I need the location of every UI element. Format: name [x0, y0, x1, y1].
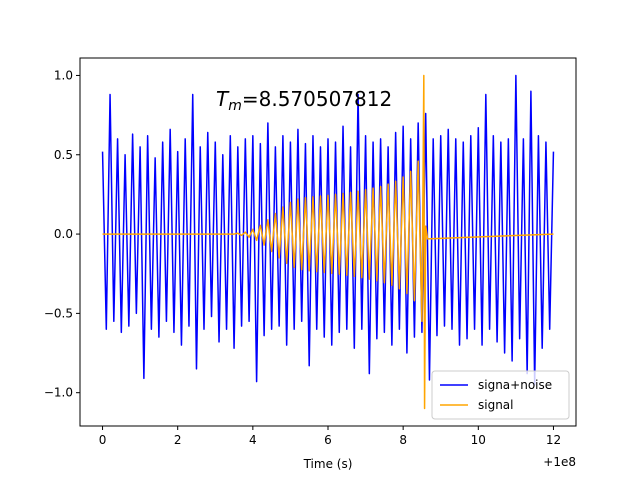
x-tick-label: 6 [324, 433, 332, 447]
legend-box [431, 370, 570, 420]
x-axis-label: Time (s) [303, 457, 353, 471]
y-tick-label: 0.0 [54, 227, 73, 241]
series-line [101, 74, 555, 386]
x-tick-label: 0 [99, 433, 107, 447]
legend-label: signa+noise [478, 378, 552, 392]
x-offset-label: +1e8 [543, 455, 576, 469]
y-tick-label: 0.5 [54, 148, 73, 162]
x-tick-label: 8 [399, 433, 407, 447]
x-tick-label: 4 [249, 433, 257, 447]
x-tick-label: 12 [546, 433, 561, 447]
plot-area [101, 74, 555, 410]
y-tick-label: −1.0 [44, 386, 73, 400]
annotation-symbol: T [216, 87, 230, 111]
series-line [102, 74, 554, 410]
annotation-text: =8.570507812 [242, 87, 392, 111]
y-tick-label: −0.5 [44, 306, 73, 320]
y-tick-label: 1.0 [54, 68, 73, 82]
annotation: Tm=8.570507812 [216, 87, 392, 114]
x-tick-label: 2 [174, 433, 182, 447]
x-tick-label: 10 [471, 433, 486, 447]
legend-label: signal [478, 398, 514, 412]
annotation-subscript: m [228, 98, 242, 114]
